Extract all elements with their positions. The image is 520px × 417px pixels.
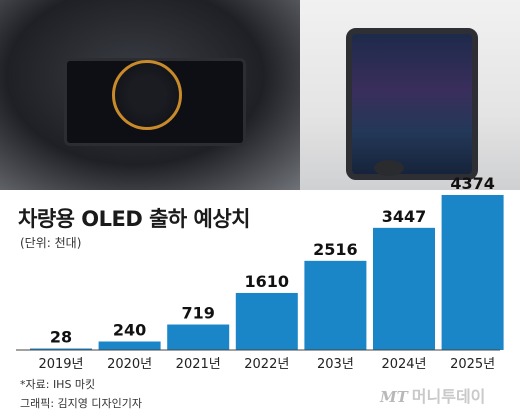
bar-1	[98, 341, 161, 350]
logo-name: 머니투데이	[411, 387, 486, 406]
header-photo	[0, 0, 520, 190]
bar-value-label-5: 3447	[382, 207, 427, 226]
bar-value-label-1: 240	[113, 320, 146, 339]
category-label-1: 2020년	[107, 357, 152, 372]
bar-6	[441, 195, 504, 350]
category-label-3: 2022년	[244, 357, 289, 372]
source-note: *자료: IHS 마킷	[20, 378, 96, 391]
bar-0	[30, 348, 92, 350]
publisher-logo: MT 머니투데이	[380, 383, 485, 407]
bar-value-label-6: 4374	[450, 174, 495, 193]
category-label-2: 2021년	[176, 357, 221, 372]
category-label-0: 2019년	[38, 357, 83, 372]
chart-title: 차량용 OLED 출하 예상치	[18, 207, 251, 231]
control-knob	[374, 160, 404, 176]
chart-unit: (단위: 천대)	[20, 236, 82, 250]
bar-4	[304, 260, 367, 350]
bar-2	[167, 324, 230, 350]
bar-5	[373, 227, 435, 350]
bar-value-label-3: 1610	[245, 272, 290, 291]
bar-3	[235, 292, 298, 350]
bar-value-label-4: 2516	[313, 240, 358, 259]
logo-mt: MT	[380, 388, 408, 406]
category-label-4: 203년	[317, 357, 354, 372]
category-label-6: 2025년	[450, 357, 495, 372]
dashboard-oled-display	[64, 58, 246, 146]
console-oled-display	[346, 28, 478, 180]
graphic-credit: 그래픽: 김지영 디자인기자	[20, 397, 143, 410]
bar-value-label-0: 28	[50, 328, 72, 347]
category-label-5: 2024년	[381, 357, 426, 372]
gauge-icon	[112, 60, 182, 130]
bar-value-label-2: 719	[181, 304, 214, 323]
